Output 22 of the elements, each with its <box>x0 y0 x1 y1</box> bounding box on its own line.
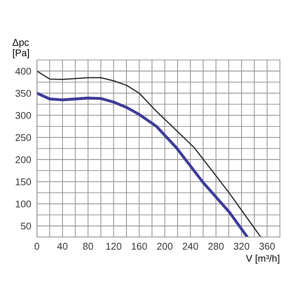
y-tick-label: 50 <box>20 222 31 230</box>
x-tick-label: 200 <box>157 242 173 250</box>
x-tick-label: 360 <box>259 242 275 250</box>
x-tick-label: 80 <box>83 242 94 250</box>
y-tick-label: 250 <box>16 134 31 142</box>
x-tick-label: 320 <box>234 242 250 250</box>
y-tick-label: 150 <box>16 178 31 186</box>
line-series <box>36 92 249 237</box>
x-tick-label: 240 <box>182 242 198 250</box>
y-tick-label: 350 <box>15 90 31 97</box>
y-tick-label: 300 <box>15 112 31 119</box>
x-tick-label: 280 <box>208 242 224 250</box>
y-tick-label: 100 <box>16 200 31 208</box>
line-series <box>36 70 262 237</box>
x-tick-label: 120 <box>106 242 122 250</box>
y-tick-label: 400 <box>15 68 31 75</box>
y-tick-label: 200 <box>16 156 31 164</box>
y-axis-title: Δpc [Pa] <box>12 39 29 58</box>
x-axis-title: V [m³/h] <box>246 254 280 264</box>
x-tick-label: 0 <box>34 242 40 250</box>
x-tick-label: 40 <box>57 242 68 250</box>
x-tick-label: 160 <box>132 242 147 250</box>
